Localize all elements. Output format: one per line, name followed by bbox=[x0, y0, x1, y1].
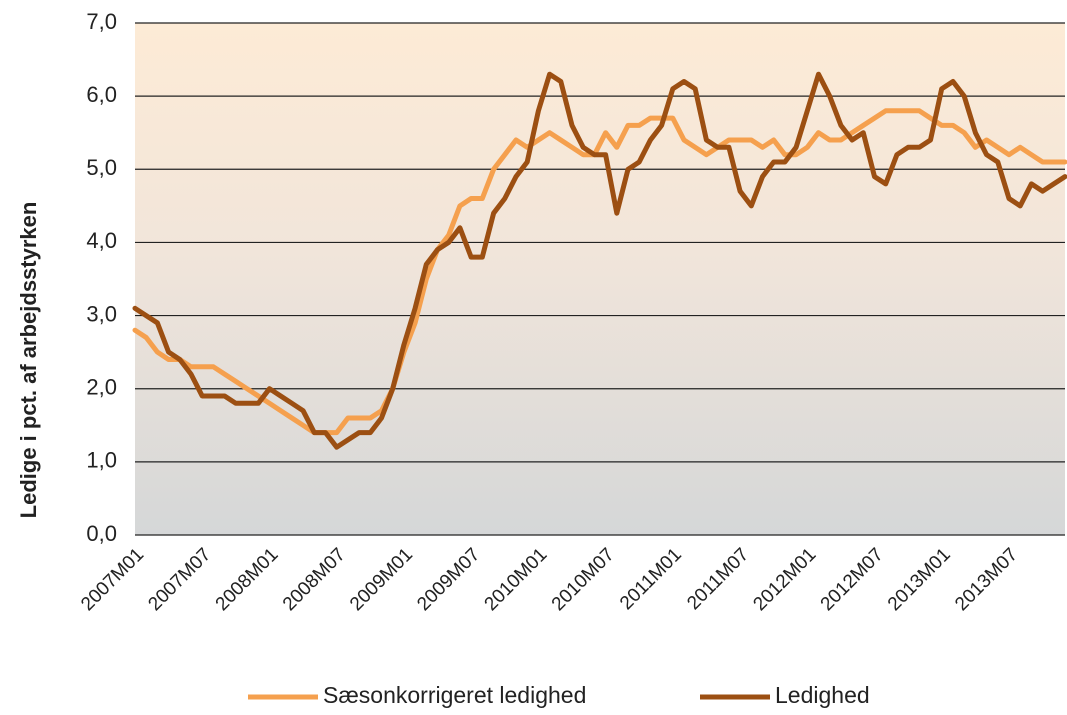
x-tick-label: 2013M07 bbox=[951, 544, 1022, 615]
x-tick-label: 2010M07 bbox=[548, 544, 619, 615]
legend-label: Ledighed bbox=[775, 682, 870, 708]
x-tick-label: 2007M07 bbox=[144, 544, 215, 615]
y-tick-label: 0,0 bbox=[86, 521, 117, 546]
y-tick-label: 4,0 bbox=[86, 228, 117, 253]
x-tick-label: 2008M07 bbox=[279, 544, 350, 615]
x-tick-label: 2008M01 bbox=[212, 544, 283, 615]
plot-background bbox=[135, 23, 1065, 535]
legend-label: Sæsonkorrigeret ledighed bbox=[323, 682, 586, 708]
x-tick-label: 2009M01 bbox=[346, 544, 417, 615]
x-tick-label: 2012M01 bbox=[749, 544, 820, 615]
y-tick-label: 5,0 bbox=[86, 155, 117, 180]
x-tick-label: 2011M01 bbox=[616, 544, 686, 614]
y-tick-label: 7,0 bbox=[86, 9, 117, 34]
x-tick-label: 2010M01 bbox=[481, 544, 552, 615]
x-tick-label: 2013M01 bbox=[884, 544, 955, 615]
y-tick-label: 2,0 bbox=[86, 375, 117, 400]
x-tick-label: 2011M07 bbox=[683, 544, 753, 614]
y-tick-label: 1,0 bbox=[86, 448, 117, 473]
y-tick-label: 6,0 bbox=[86, 82, 117, 107]
y-axis-label: Ledige i pct. af arbejdsstyrken bbox=[16, 202, 41, 519]
line-series bbox=[132, 108, 1067, 436]
y-tick-label: 3,0 bbox=[86, 301, 117, 326]
x-tick-label: 2012M07 bbox=[817, 544, 888, 615]
x-tick-label: 2009M07 bbox=[413, 544, 484, 615]
line-series bbox=[132, 71, 1067, 450]
x-tick-label: 2007M01 bbox=[77, 544, 148, 615]
